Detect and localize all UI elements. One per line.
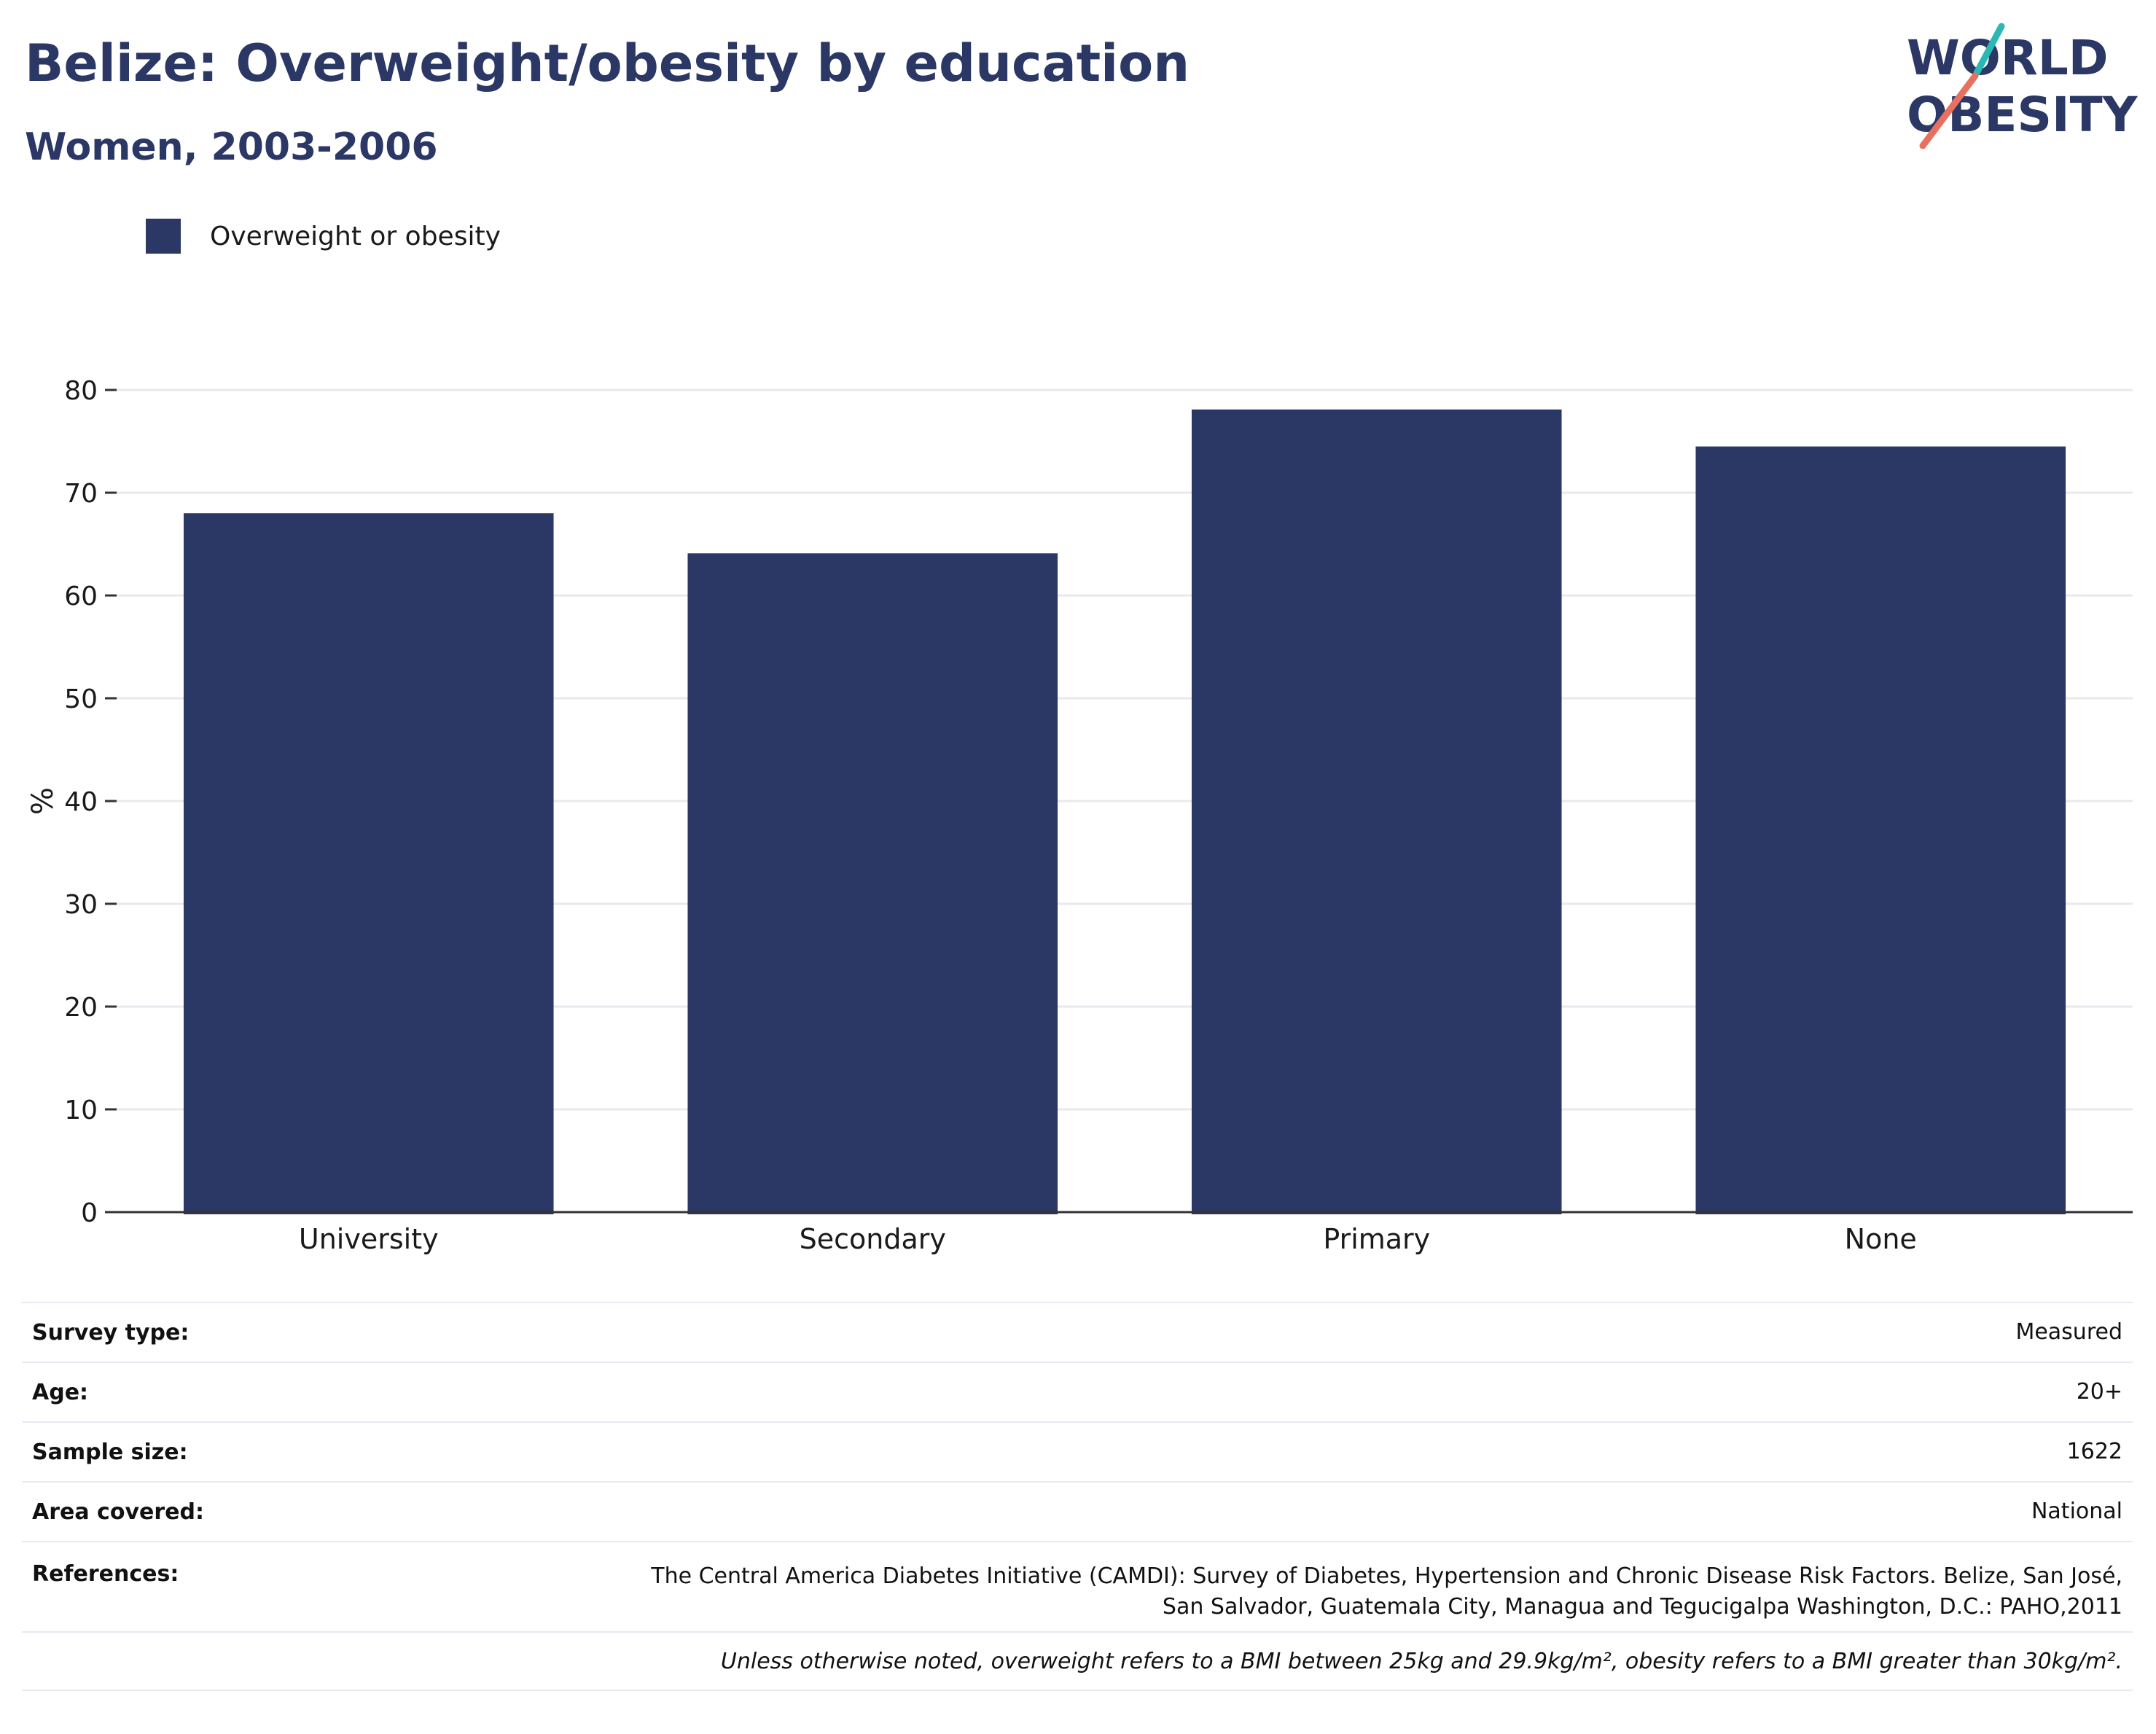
x-tick-label: Primary xyxy=(1323,1223,1430,1255)
references-text: The Central America Diabetes Initiative … xyxy=(373,1561,2122,1622)
info-row-age: Age: 20+ xyxy=(22,1362,2133,1421)
y-tick-label: 10 xyxy=(64,1096,98,1125)
y-tick-label: 30 xyxy=(64,890,98,920)
x-tick-label: None xyxy=(1845,1223,1917,1255)
logo-text-world: WORLD xyxy=(1907,30,2109,86)
info-row-area-covered: Area covered: National xyxy=(22,1481,2133,1541)
bar-primary xyxy=(1191,409,1562,1214)
info-label: Survey type: xyxy=(32,1319,190,1346)
logo-text-obesity: OBESITY xyxy=(1907,87,2139,143)
y-tick-label: 60 xyxy=(64,582,98,612)
y-tick-label: 0 xyxy=(81,1198,98,1228)
y-tick-label: 80 xyxy=(64,376,98,406)
chart-title: Belize: Overweight/obesity by education xyxy=(25,34,1190,93)
survey-info-table: Survey type: Measured Age: 20+ Sample si… xyxy=(22,1302,2133,1691)
definition-note: Unless otherwise noted, overweight refer… xyxy=(720,1648,2122,1674)
info-label: Sample size: xyxy=(32,1439,188,1465)
chart-subtitle: Women, 2003-2006 xyxy=(25,125,438,169)
world-obesity-logo: WORLD OBESITY xyxy=(1907,23,2139,149)
y-tick-label: 70 xyxy=(64,479,98,509)
x-tick-label: Secondary xyxy=(800,1223,946,1255)
bar-none xyxy=(1695,446,2066,1214)
y-tick-label: 40 xyxy=(64,787,98,817)
y-tick-label: 50 xyxy=(64,684,98,714)
legend-label: Overweight or obesity xyxy=(210,221,501,251)
x-tick-label: University xyxy=(299,1223,439,1255)
info-value: National xyxy=(2031,1499,2122,1524)
info-label: References: xyxy=(32,1561,179,1587)
info-row-sample-size: Sample size: 1622 xyxy=(22,1421,2133,1481)
info-value: 1622 xyxy=(2066,1439,2122,1464)
logo-slash-coral xyxy=(1919,72,1979,149)
info-value: 20+ xyxy=(2076,1379,2122,1405)
info-label: Area covered: xyxy=(32,1499,204,1525)
info-row-survey-type: Survey type: Measured xyxy=(22,1302,2133,1362)
y-axis-label: % xyxy=(26,787,60,815)
y-tick-label: 20 xyxy=(64,993,98,1023)
bar-secondary xyxy=(687,553,1058,1214)
bar-chart: 0 10 20 30 40 50 60 70 80% University Secondary Pri… xyxy=(26,376,2133,1255)
bar-university xyxy=(183,513,554,1214)
legend-swatch xyxy=(146,219,181,254)
logo-slash-teal xyxy=(1973,23,2005,77)
references-line-1: The Central America Diabetes Initiative … xyxy=(651,1563,2122,1589)
info-value: Measured xyxy=(2015,1319,2122,1345)
definition-note-row: Unless otherwise noted, overweight refer… xyxy=(22,1631,2133,1691)
references-line-2: San Salvador, Guatemala City, Managua an… xyxy=(1162,1594,2122,1620)
legend: Overweight or obesity xyxy=(146,219,501,254)
info-row-references: References: The Central America Diabetes… xyxy=(22,1541,2133,1631)
info-label: Age: xyxy=(32,1379,89,1405)
